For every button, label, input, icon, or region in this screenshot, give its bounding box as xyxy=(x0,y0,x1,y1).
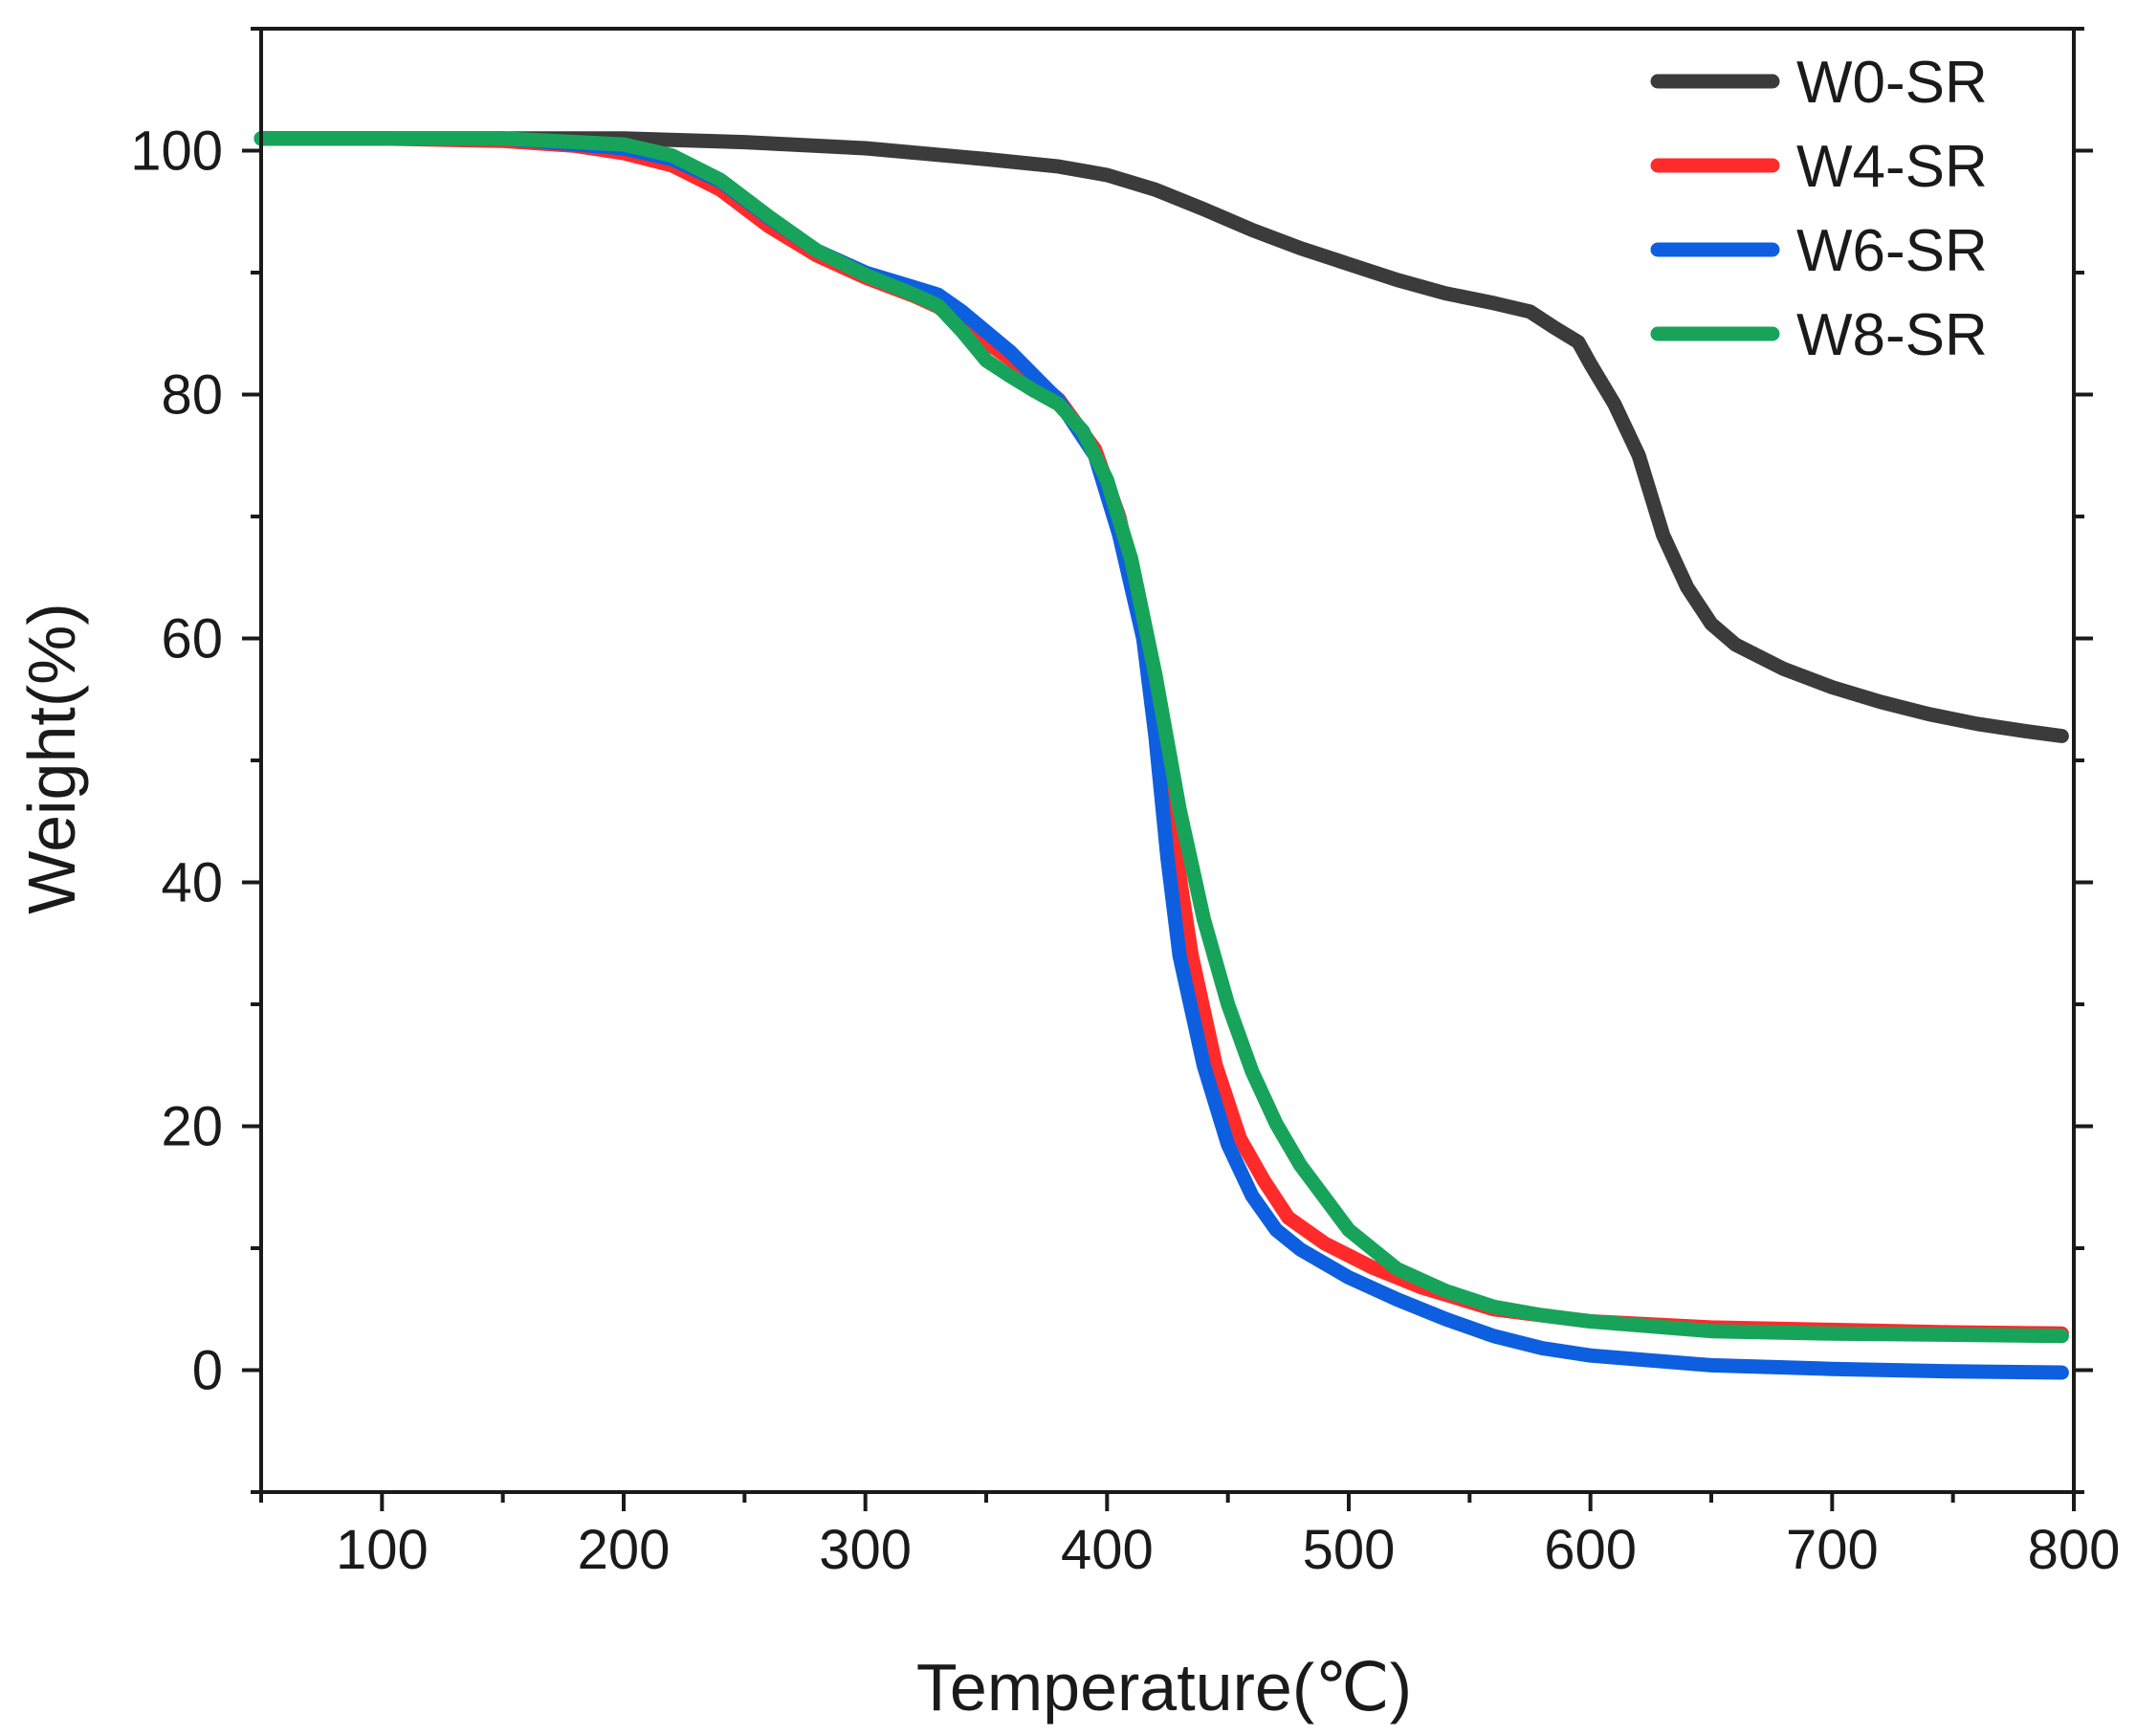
legend-label-w4-sr: W4-SR xyxy=(1796,134,1988,200)
y-tick-label: 100 xyxy=(130,121,223,183)
series-line-w0-sr xyxy=(253,131,2069,743)
y-axis-title: Weight(%) xyxy=(14,603,89,913)
x-tick-label: 300 xyxy=(819,1519,912,1581)
y-tick-label: 40 xyxy=(161,852,223,914)
axes-layer: 100 200 300 400 500 600 700 800 0 20 40 60 80 100 xyxy=(130,27,2121,1581)
y-tick-label: 60 xyxy=(161,608,223,670)
x-tick-label: 200 xyxy=(578,1519,671,1581)
x-tick-label: 700 xyxy=(1786,1519,1879,1581)
legend-label-w6-sr: W6-SR xyxy=(1796,218,1988,284)
series-line-w8-sr xyxy=(253,131,2069,1344)
legend: W0-SR W4-SR W6-SR W8-SR xyxy=(1650,50,1988,368)
y-tick-label: 20 xyxy=(161,1096,223,1158)
x-tick-label: 500 xyxy=(1303,1519,1396,1581)
x-axis-title: Temperature(℃) xyxy=(916,1650,1412,1725)
y-tick-label: 0 xyxy=(192,1340,223,1402)
series-layer xyxy=(253,131,2069,1380)
x-tick-label: 600 xyxy=(1544,1519,1637,1581)
x-tick-label: 400 xyxy=(1061,1519,1154,1581)
x-tick-label: 800 xyxy=(2028,1519,2121,1581)
y-tick-label: 80 xyxy=(161,364,223,427)
legend-label-w8-sr: W8-SR xyxy=(1796,302,1988,368)
x-tick-label: 100 xyxy=(336,1519,429,1581)
legend-label-w0-sr: W0-SR xyxy=(1796,50,1988,116)
